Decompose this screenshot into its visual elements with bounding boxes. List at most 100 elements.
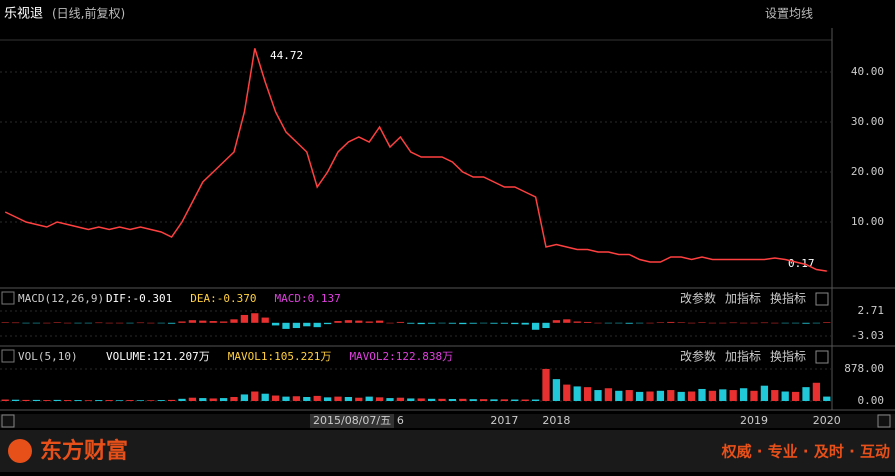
bar xyxy=(791,391,800,401)
bar xyxy=(115,322,124,324)
bar xyxy=(407,398,415,401)
close[interactable] xyxy=(815,350,829,364)
bar xyxy=(323,322,332,325)
close[interactable] xyxy=(815,292,829,306)
bar xyxy=(594,390,602,401)
bar xyxy=(812,322,821,324)
bar xyxy=(115,400,124,401)
scroll-left[interactable] xyxy=(1,414,15,428)
button[interactable]: 改参数 xyxy=(680,291,716,306)
bar xyxy=(490,322,498,324)
cursor-label: 2015/08/07/五 xyxy=(313,414,391,427)
bar xyxy=(625,322,633,324)
bar xyxy=(407,322,415,324)
button[interactable]: 换指标 xyxy=(770,349,806,364)
x-tick-label: 2017 xyxy=(490,414,518,427)
bar xyxy=(199,398,207,401)
indicator-value: MACD:0.137 xyxy=(274,292,340,305)
bar xyxy=(563,319,571,323)
button[interactable]: 换指标 xyxy=(770,291,806,306)
bar xyxy=(178,321,186,323)
bar xyxy=(32,322,41,324)
bar xyxy=(334,396,342,401)
bar xyxy=(417,322,425,325)
bar xyxy=(615,390,623,401)
bar xyxy=(230,396,238,401)
logo xyxy=(8,439,32,463)
bar xyxy=(687,391,696,401)
bar xyxy=(271,322,280,326)
bar xyxy=(469,322,477,324)
bar xyxy=(386,322,394,324)
bar xyxy=(219,321,228,323)
bar xyxy=(479,399,488,401)
bar xyxy=(646,391,654,401)
bar xyxy=(147,322,155,324)
bar xyxy=(573,321,581,323)
y-tick-label: 2.71 xyxy=(858,304,885,317)
bar xyxy=(427,398,436,401)
x-tick-label: 6 xyxy=(397,414,404,427)
bar xyxy=(500,322,509,324)
bar xyxy=(542,368,550,401)
bar xyxy=(521,322,529,325)
cursor-box xyxy=(310,414,394,428)
bar xyxy=(375,397,384,401)
bar xyxy=(1,322,9,323)
button[interactable]: 加指标 xyxy=(725,349,761,364)
bar xyxy=(375,320,384,323)
bar xyxy=(261,393,269,401)
bar xyxy=(313,322,321,328)
bar xyxy=(635,391,644,401)
stock-title: 乐视退 xyxy=(4,7,43,22)
mode: (日线,前复权) xyxy=(52,6,125,21)
bar xyxy=(739,322,748,324)
scrollbar[interactable] xyxy=(0,414,895,428)
bar xyxy=(719,389,727,401)
bar xyxy=(126,322,134,324)
y-tick-label: 40.00 xyxy=(851,65,884,78)
slogan: 权威 · 专业 · 及时 · 互动 xyxy=(721,443,890,461)
bar xyxy=(698,388,706,401)
bar xyxy=(448,398,457,401)
bar xyxy=(136,400,145,401)
bar xyxy=(396,321,405,323)
button[interactable]: 加指标 xyxy=(725,291,761,306)
bar xyxy=(53,399,61,401)
bar xyxy=(459,322,467,325)
bar xyxy=(656,390,665,401)
bar xyxy=(812,382,821,401)
bar xyxy=(209,321,217,323)
bar xyxy=(427,322,436,324)
bar xyxy=(188,397,197,401)
bar xyxy=(719,322,727,324)
button[interactable]: 改参数 xyxy=(680,349,716,364)
y-tick-label: -3.03 xyxy=(851,329,884,342)
help[interactable] xyxy=(1,349,15,363)
bar xyxy=(292,322,301,329)
bar xyxy=(417,398,425,401)
bar xyxy=(84,322,93,324)
bar xyxy=(199,320,207,323)
bar xyxy=(802,322,810,324)
indicator-value: MAVOL2:122.838万 xyxy=(349,350,453,363)
price-line xyxy=(4,48,827,272)
set-ma[interactable]: 设置均线 xyxy=(765,7,813,21)
bar xyxy=(771,390,779,401)
bar xyxy=(74,400,82,401)
bar xyxy=(365,321,373,323)
help[interactable] xyxy=(1,291,15,305)
x-tick-label: 2019 xyxy=(740,414,768,427)
bar xyxy=(646,322,654,324)
bar xyxy=(635,322,644,324)
indicator-value: DEA:-0.370 xyxy=(190,292,256,305)
bar xyxy=(209,398,217,401)
bar xyxy=(271,395,280,401)
scroll-right[interactable] xyxy=(877,414,891,428)
bar xyxy=(438,398,446,401)
bar xyxy=(126,400,134,401)
bar xyxy=(583,321,592,323)
bar xyxy=(22,399,30,401)
bar xyxy=(708,322,717,324)
